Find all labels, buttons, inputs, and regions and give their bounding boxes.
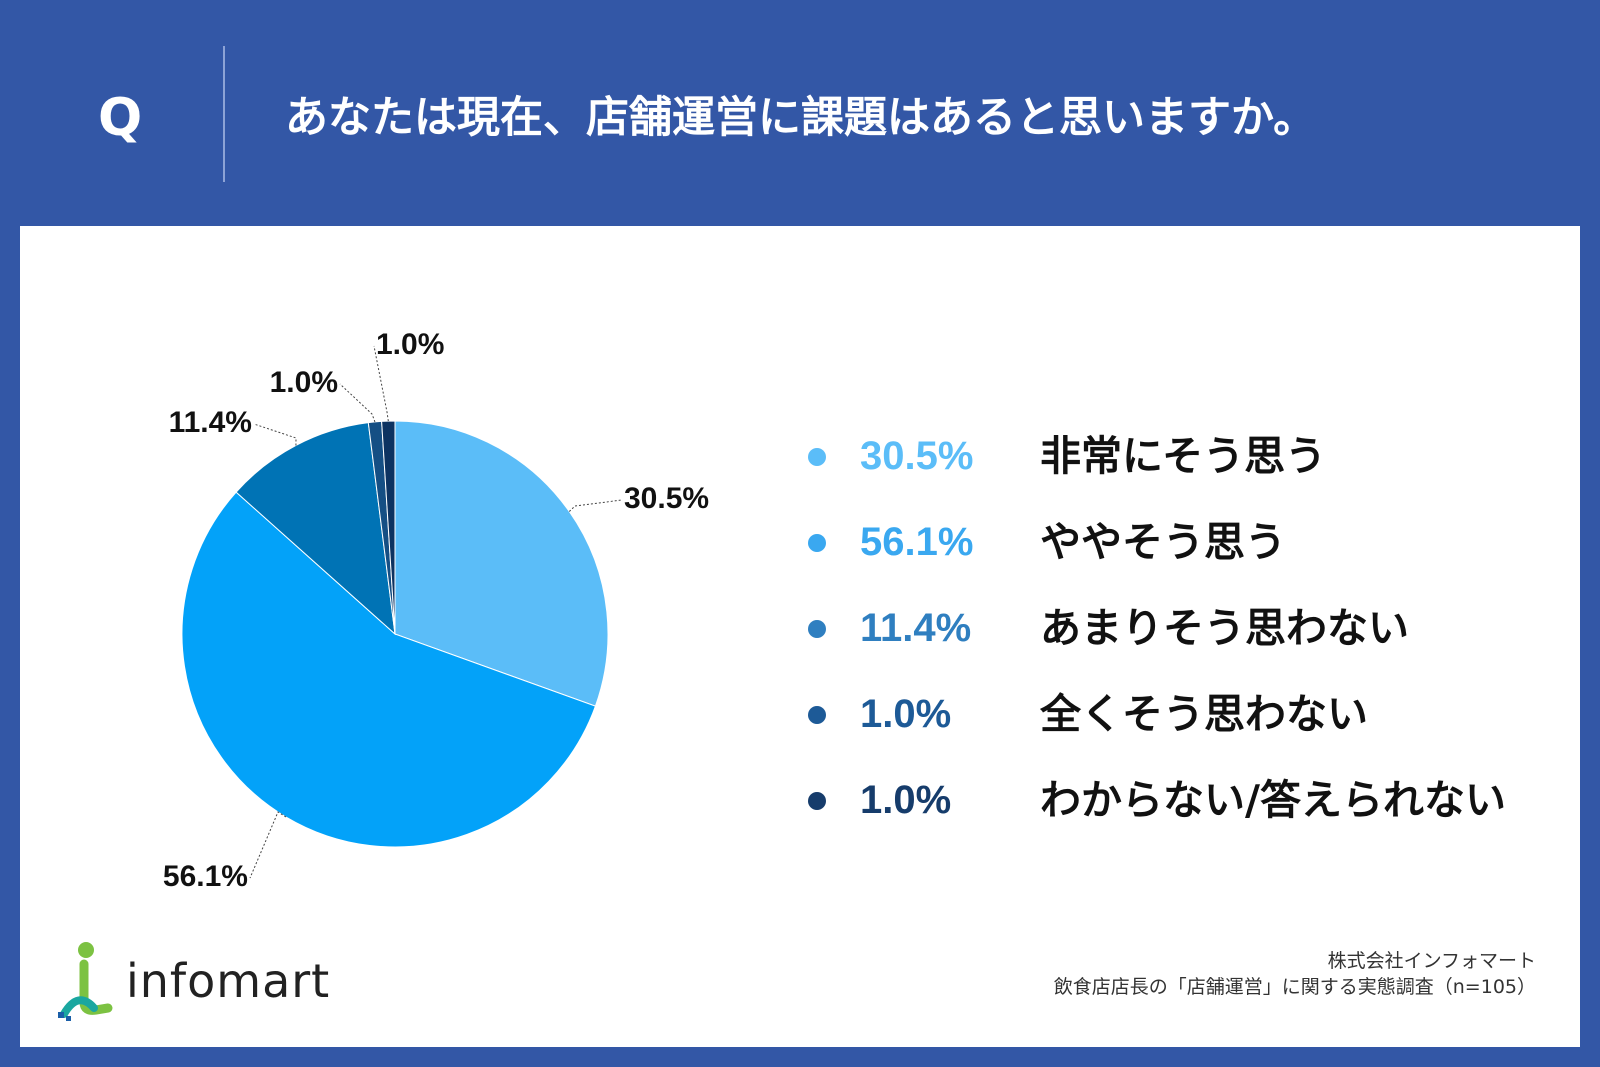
legend-dot-icon xyxy=(808,448,826,466)
source-note: 株式会社インフォマート 飲食店店長の「店舗運営」に関する実態調査（n=105） xyxy=(1054,948,1536,1000)
infomart-logo: infomart xyxy=(40,936,340,1026)
legend-item: 1.0% 全くそう思わない xyxy=(808,684,1568,744)
logo-wordmark: infomart xyxy=(126,954,331,1008)
pie-chart: 30.5% 56.1% 11.4% 1.0% 1.0% xyxy=(163,328,709,893)
header-divider xyxy=(223,46,225,182)
source-company: 株式会社インフォマート xyxy=(1327,950,1536,972)
leader-line xyxy=(339,383,376,423)
legend-item: 56.1% ややそう思う xyxy=(808,512,1568,572)
legend-value: 1.0% xyxy=(860,778,952,822)
chart-panel: 30.5% 56.1% 11.4% 1.0% 1.0% 30.5% 非常にそう思う 56.1… xyxy=(20,226,1580,1047)
data-label: 11.4% xyxy=(169,406,252,439)
leader-line xyxy=(249,811,287,879)
question-title: あなたは現在、店舗運営に課題はあると思いますか。 xyxy=(285,93,1317,143)
legend-label: あまりそう思わない xyxy=(1040,604,1409,652)
legend-value: 30.5% xyxy=(860,434,974,478)
infomart-logo-icon xyxy=(58,942,113,1021)
legend-value: 11.4% xyxy=(860,606,972,650)
data-label: 56.1% xyxy=(163,860,248,893)
leader-line xyxy=(253,423,297,446)
data-label: 30.5% xyxy=(624,482,709,515)
legend-item: 1.0% わからない/答えられない xyxy=(808,770,1568,830)
data-label: 1.0% xyxy=(376,328,444,361)
source-survey: 飲食店店長の「店舗運営」に関する実態調査（n=105） xyxy=(1053,976,1536,998)
legend-dot-icon xyxy=(808,620,826,638)
slice-somewhat xyxy=(181,491,597,848)
legend-dot-icon xyxy=(808,706,826,724)
header-banner: Q あなたは現在、店舗運営に課題はあると思いますか。 xyxy=(0,0,1600,226)
slice-not-much xyxy=(235,422,396,636)
legend-label: わからない/答えられない xyxy=(1040,776,1506,824)
legend-dot-icon xyxy=(808,792,826,810)
legend-label: 全くそう思わない xyxy=(1040,690,1368,738)
legend-value: 1.0% xyxy=(860,692,952,736)
legend-value: 56.1% xyxy=(860,520,974,564)
legend-label: 非常にそう思う xyxy=(1040,432,1327,480)
legend-item: 30.5% 非常にそう思う xyxy=(808,426,1568,486)
legend-label: ややそう思う xyxy=(1040,518,1286,566)
legend-item: 11.4% あまりそう思わない xyxy=(808,598,1568,658)
leader-line xyxy=(568,499,623,512)
legend-dot-icon xyxy=(808,534,826,552)
leader-line xyxy=(373,345,389,422)
data-label: 1.0% xyxy=(270,366,338,399)
question-mark-label: Q xyxy=(98,88,143,148)
